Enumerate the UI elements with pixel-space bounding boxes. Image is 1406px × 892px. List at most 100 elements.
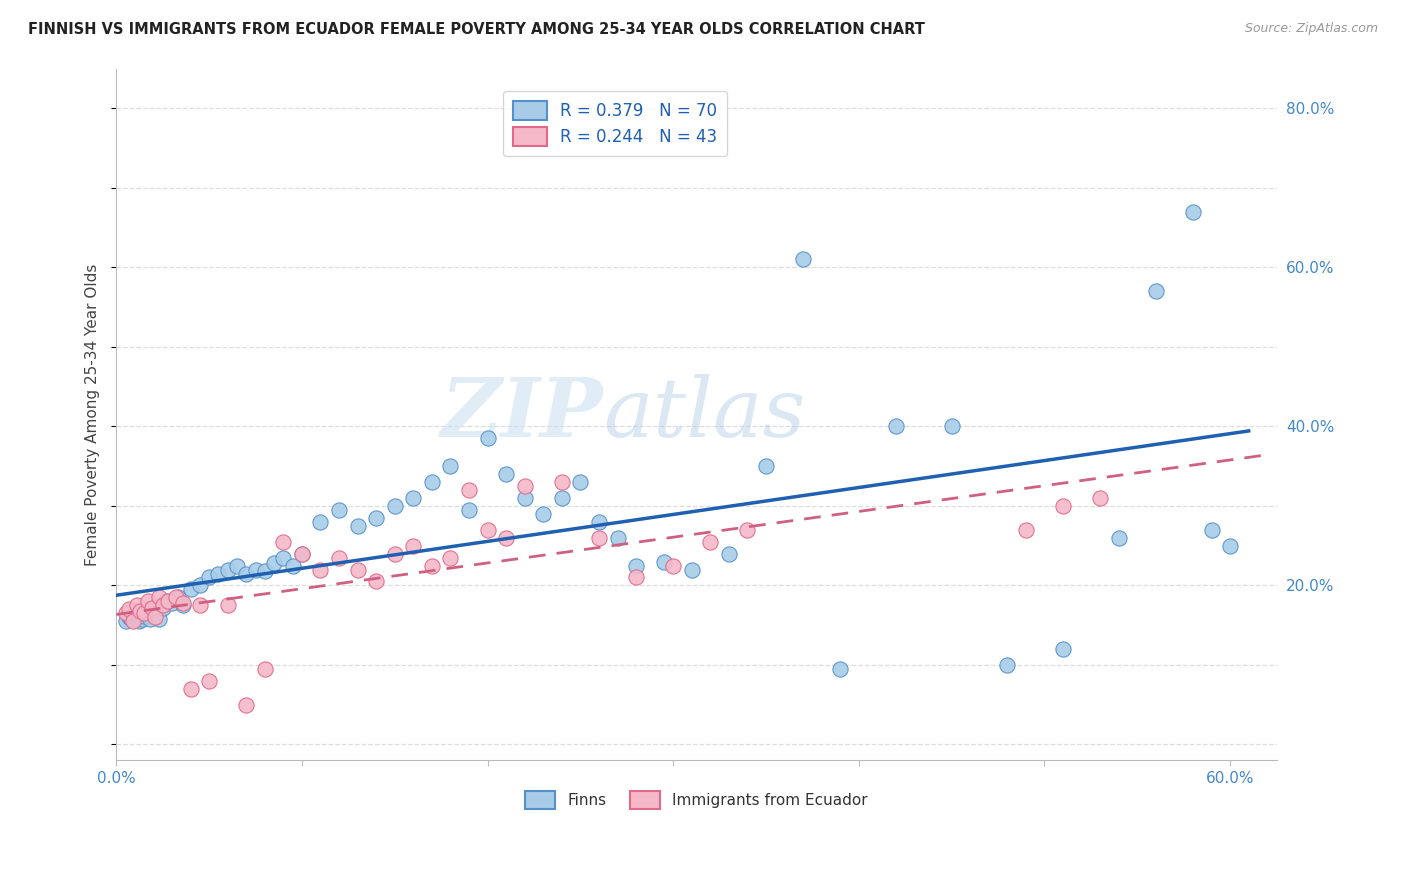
Point bbox=[120, 612, 142, 626]
Point bbox=[1052, 642, 1074, 657]
Point bbox=[124, 607, 146, 621]
Point bbox=[281, 558, 304, 573]
Point bbox=[207, 566, 229, 581]
Point bbox=[477, 523, 499, 537]
Point bbox=[253, 662, 276, 676]
Point bbox=[166, 591, 188, 605]
Point bbox=[152, 600, 174, 615]
Point bbox=[135, 602, 157, 616]
Point bbox=[217, 562, 239, 576]
Point bbox=[439, 459, 461, 474]
Point bbox=[328, 503, 350, 517]
Point bbox=[884, 419, 907, 434]
Point bbox=[309, 515, 332, 529]
Point bbox=[129, 604, 152, 618]
Text: ZIP: ZIP bbox=[441, 375, 603, 454]
Point bbox=[652, 555, 675, 569]
Point bbox=[420, 558, 443, 573]
Point bbox=[152, 599, 174, 613]
Point bbox=[157, 594, 180, 608]
Point bbox=[235, 698, 257, 712]
Point bbox=[551, 475, 574, 489]
Point bbox=[495, 531, 517, 545]
Point bbox=[253, 564, 276, 578]
Point bbox=[122, 614, 145, 628]
Point bbox=[699, 534, 721, 549]
Point bbox=[143, 610, 166, 624]
Point bbox=[136, 607, 159, 621]
Point bbox=[129, 610, 152, 624]
Point bbox=[513, 491, 536, 505]
Point bbox=[439, 550, 461, 565]
Point bbox=[1144, 284, 1167, 298]
Point bbox=[624, 558, 647, 573]
Point bbox=[217, 599, 239, 613]
Text: atlas: atlas bbox=[603, 375, 806, 454]
Point bbox=[155, 594, 177, 608]
Point bbox=[134, 608, 156, 623]
Point bbox=[792, 252, 814, 267]
Point bbox=[995, 657, 1018, 672]
Point bbox=[1219, 539, 1241, 553]
Point bbox=[531, 507, 554, 521]
Point bbox=[1015, 523, 1038, 537]
Point bbox=[681, 562, 703, 576]
Point bbox=[235, 566, 257, 581]
Point bbox=[148, 591, 170, 605]
Point bbox=[141, 600, 163, 615]
Point bbox=[273, 534, 295, 549]
Point bbox=[148, 612, 170, 626]
Point bbox=[180, 681, 202, 696]
Point bbox=[717, 547, 740, 561]
Point bbox=[1088, 491, 1111, 505]
Point bbox=[245, 562, 267, 576]
Point bbox=[128, 614, 150, 628]
Point bbox=[346, 518, 368, 533]
Point bbox=[125, 604, 148, 618]
Point bbox=[226, 558, 249, 573]
Point bbox=[1108, 531, 1130, 545]
Point bbox=[118, 602, 141, 616]
Point bbox=[737, 523, 759, 537]
Point bbox=[136, 594, 159, 608]
Point bbox=[513, 479, 536, 493]
Point bbox=[588, 515, 610, 529]
Point bbox=[118, 610, 141, 624]
Point bbox=[402, 491, 425, 505]
Point bbox=[198, 570, 221, 584]
Point bbox=[458, 483, 481, 497]
Point bbox=[146, 602, 169, 616]
Point bbox=[188, 578, 211, 592]
Point bbox=[114, 607, 136, 621]
Point bbox=[1182, 204, 1205, 219]
Point bbox=[328, 550, 350, 565]
Point bbox=[172, 596, 194, 610]
Point bbox=[402, 539, 425, 553]
Point bbox=[346, 562, 368, 576]
Point bbox=[134, 607, 156, 621]
Text: FINNISH VS IMMIGRANTS FROM ECUADOR FEMALE POVERTY AMONG 25-34 YEAR OLDS CORRELAT: FINNISH VS IMMIGRANTS FROM ECUADOR FEMAL… bbox=[28, 22, 925, 37]
Point bbox=[755, 459, 778, 474]
Point bbox=[160, 596, 183, 610]
Point bbox=[114, 614, 136, 628]
Point bbox=[662, 558, 685, 573]
Point bbox=[188, 599, 211, 613]
Point bbox=[458, 503, 481, 517]
Y-axis label: Female Poverty Among 25-34 Year Olds: Female Poverty Among 25-34 Year Olds bbox=[86, 263, 100, 566]
Point bbox=[1052, 499, 1074, 513]
Point bbox=[309, 562, 332, 576]
Point bbox=[477, 431, 499, 445]
Point bbox=[273, 550, 295, 565]
Point bbox=[142, 604, 165, 618]
Point bbox=[291, 547, 314, 561]
Point bbox=[149, 599, 172, 613]
Point bbox=[420, 475, 443, 489]
Point bbox=[198, 673, 221, 688]
Point bbox=[263, 556, 285, 570]
Point bbox=[551, 491, 574, 505]
Point bbox=[569, 475, 592, 489]
Point bbox=[131, 612, 153, 626]
Legend: Finns, Immigrants from Ecuador: Finns, Immigrants from Ecuador bbox=[519, 785, 875, 815]
Point bbox=[291, 547, 314, 561]
Point bbox=[588, 531, 610, 545]
